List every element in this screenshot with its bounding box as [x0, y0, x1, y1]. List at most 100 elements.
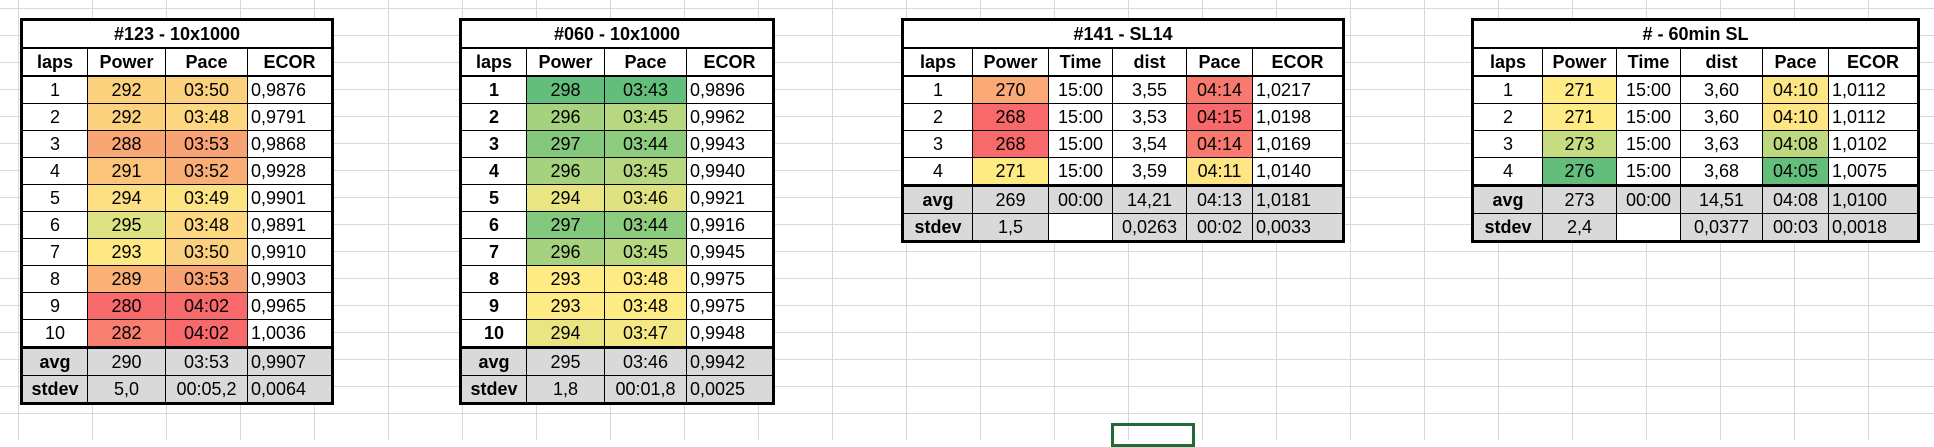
stdev-power[interactable]: 5,0 [87, 375, 166, 404]
cell-pace[interactable]: 03:47 [604, 319, 687, 348]
cell-pace[interactable]: 04:14 [1186, 75, 1253, 104]
stdev-dist[interactable]: 0,0263 [1112, 213, 1187, 242]
cell-power[interactable]: 276 [1542, 157, 1617, 186]
cell-pace[interactable]: 04:15 [1186, 103, 1253, 131]
cell-pace[interactable]: 04:11 [1186, 157, 1253, 186]
cell-time[interactable]: 15:00 [1048, 103, 1113, 131]
cell-pace[interactable]: 03:53 [165, 265, 248, 293]
stdev-ecor[interactable]: 0,0018 [1828, 213, 1919, 242]
avg-pace[interactable]: 04:13 [1186, 184, 1253, 214]
cell-time[interactable]: 15:00 [1048, 75, 1113, 104]
stdev-power[interactable]: 1,5 [972, 213, 1049, 242]
cell-ecor[interactable]: 0,9975 [686, 265, 774, 293]
cell-ecor[interactable]: 1,0075 [1828, 157, 1919, 186]
cell-power[interactable]: 292 [87, 75, 166, 104]
cell-dist[interactable]: 3,68 [1680, 157, 1763, 186]
cell-laps[interactable]: 9 [21, 292, 88, 320]
cell-power[interactable]: 282 [87, 319, 166, 348]
cell-laps[interactable]: 8 [460, 265, 527, 293]
avg-ecor[interactable]: 1,0181 [1251, 184, 1345, 214]
stdev-ecor[interactable]: 0,0064 [247, 375, 333, 404]
cell-pace[interactable]: 04:14 [1186, 130, 1253, 158]
header-laps[interactable]: laps [1472, 47, 1543, 77]
cell-laps[interactable]: 5 [460, 184, 527, 212]
cell-time[interactable]: 15:00 [1616, 75, 1681, 104]
cell-power[interactable]: 288 [87, 130, 166, 158]
header-ecor[interactable]: ECOR [247, 47, 333, 77]
cell-dist[interactable]: 3,60 [1680, 75, 1763, 104]
cell-ecor[interactable]: 0,9943 [686, 130, 774, 158]
cell-laps[interactable]: 6 [460, 211, 527, 239]
cell-power[interactable]: 289 [87, 265, 166, 293]
cell-pace[interactable]: 03:53 [165, 130, 248, 158]
cell-laps[interactable]: 8 [21, 265, 88, 293]
cell-ecor[interactable]: 1,0112 [1828, 103, 1919, 131]
cell-power[interactable]: 294 [87, 184, 166, 212]
cell-pace[interactable]: 03:46 [604, 184, 687, 212]
cell-laps[interactable]: 2 [1472, 103, 1543, 131]
cell-power[interactable]: 268 [972, 103, 1049, 131]
cell-ecor[interactable]: 1,0036 [247, 319, 333, 348]
header-pace[interactable]: Pace [165, 47, 248, 77]
cell-power[interactable]: 293 [87, 238, 166, 266]
stdev-ecor[interactable]: 0,0025 [686, 375, 774, 404]
stdev-label[interactable]: stdev [21, 375, 88, 404]
cell-ecor[interactable]: 0,9948 [686, 319, 774, 348]
cell-pace[interactable]: 04:02 [165, 292, 248, 320]
cell-pace[interactable]: 03:50 [165, 75, 248, 104]
avg-pace[interactable]: 03:53 [165, 346, 248, 376]
stdev-pace[interactable]: 00:02 [1186, 213, 1253, 242]
cell-pace[interactable]: 03:49 [165, 184, 248, 212]
header-laps[interactable]: laps [460, 47, 527, 77]
cell-ecor[interactable]: 0,9975 [686, 292, 774, 320]
cell-power[interactable]: 296 [526, 238, 605, 266]
header-ecor[interactable]: ECOR [1251, 47, 1345, 77]
cell-power[interactable]: 271 [972, 157, 1049, 186]
cell-laps[interactable]: 3 [1472, 130, 1543, 158]
avg-ecor[interactable]: 0,9907 [247, 346, 333, 376]
cell-power[interactable]: 298 [526, 75, 605, 104]
cell-pace[interactable]: 03:48 [604, 292, 687, 320]
cell-dist[interactable]: 3,63 [1680, 130, 1763, 158]
cell-pace[interactable]: 03:48 [165, 211, 248, 239]
cell-power[interactable]: 293 [526, 265, 605, 293]
cell-laps[interactable]: 6 [21, 211, 88, 239]
stdev-power[interactable]: 1,8 [526, 375, 605, 404]
cell-power[interactable]: 271 [1542, 103, 1617, 131]
stdev-label[interactable]: stdev [460, 375, 527, 404]
cell-power[interactable]: 291 [87, 157, 166, 185]
cell-power[interactable]: 268 [972, 130, 1049, 158]
cell-dist[interactable]: 3,53 [1112, 103, 1187, 131]
header-dist[interactable]: dist [1112, 47, 1187, 77]
cell-ecor[interactable]: 0,9962 [686, 103, 774, 131]
cell-laps[interactable]: 3 [460, 130, 527, 158]
cell-pace[interactable]: 03:48 [165, 103, 248, 131]
cell-laps[interactable]: 10 [21, 319, 88, 348]
avg-pace[interactable]: 03:46 [604, 346, 687, 376]
header-power[interactable]: Power [526, 47, 605, 77]
avg-ecor[interactable]: 1,0100 [1828, 184, 1919, 214]
cell-ecor[interactable]: 1,0198 [1251, 103, 1345, 131]
header-power[interactable]: Power [87, 47, 166, 77]
avg-time[interactable]: 00:00 [1048, 184, 1113, 214]
cell-pace[interactable]: 03:43 [604, 75, 687, 104]
table-title[interactable]: # - 60min SL [1472, 19, 1919, 49]
cell-power[interactable]: 271 [1542, 75, 1617, 104]
cell-pace[interactable]: 04:05 [1762, 157, 1829, 186]
header-ecor[interactable]: ECOR [686, 47, 774, 77]
cell-pace[interactable]: 04:10 [1762, 75, 1829, 104]
cell-pace[interactable]: 03:44 [604, 130, 687, 158]
cell-dist[interactable]: 3,55 [1112, 75, 1187, 104]
avg-power[interactable]: 290 [87, 346, 166, 376]
cell-laps[interactable]: 1 [1472, 75, 1543, 104]
cell-pace[interactable]: 04:02 [165, 319, 248, 348]
header-time[interactable]: Time [1048, 47, 1113, 77]
stdev-ecor[interactable]: 0,0033 [1251, 213, 1345, 242]
avg-time[interactable]: 00:00 [1616, 184, 1681, 214]
header-power[interactable]: Power [1542, 47, 1617, 77]
cell-ecor[interactable]: 0,9791 [247, 103, 333, 131]
cell-power[interactable]: 297 [526, 130, 605, 158]
avg-pace[interactable]: 04:08 [1762, 184, 1829, 214]
cell-ecor[interactable]: 0,9921 [686, 184, 774, 212]
cell-ecor[interactable]: 0,9928 [247, 157, 333, 185]
